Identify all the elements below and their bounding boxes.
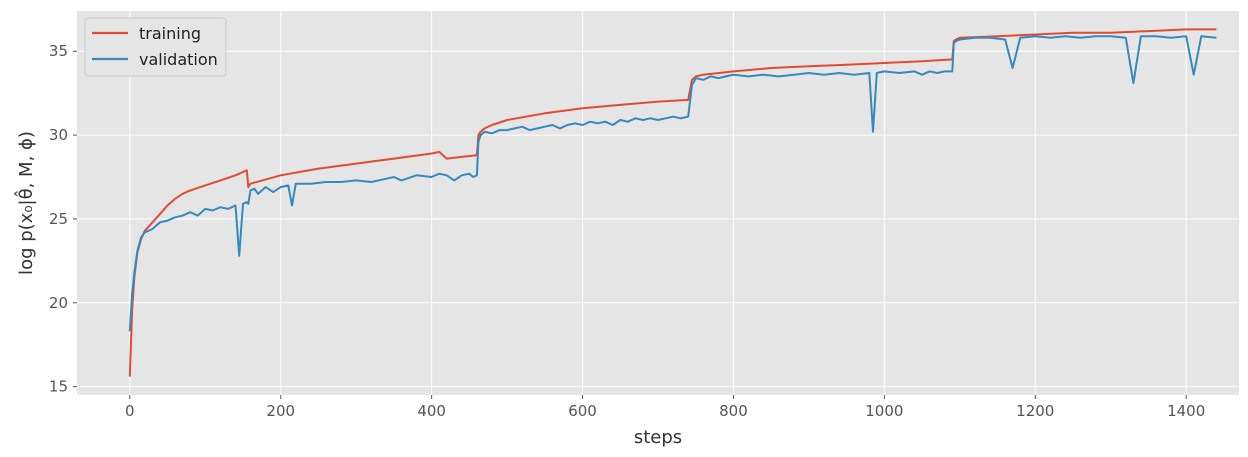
legend-label-training: training [139, 24, 201, 43]
plot-background [77, 11, 1239, 395]
y-axis-ticks: 15 20 25 30 35 [49, 42, 77, 396]
legend-label-validation: validation [139, 50, 218, 69]
x-tick-label: 600 [568, 402, 597, 420]
x-tick-label: 800 [719, 402, 748, 420]
x-tick-label: 400 [417, 402, 446, 420]
x-tick-label: 1000 [865, 402, 903, 420]
y-tick-label: 20 [49, 294, 68, 312]
x-tick-label: 200 [266, 402, 295, 420]
x-axis-ticks: 0 200 400 600 800 1000 1200 1400 [125, 395, 1205, 420]
y-tick-label: 35 [49, 42, 68, 60]
x-tick-label: 0 [125, 402, 135, 420]
series-line-validation [128, 35, 1217, 332]
x-tick-label: 1400 [1167, 402, 1205, 420]
legend: training validation [84, 17, 227, 77]
x-tick-label: 1200 [1016, 402, 1054, 420]
y-tick-label: 25 [49, 210, 68, 228]
grid [77, 11, 1239, 395]
y-tick-label: 30 [49, 126, 68, 144]
x-axis-label: steps [634, 427, 682, 448]
y-axis-label: log p(x₀|θ̂, M, ϕ) [14, 131, 37, 275]
y-tick-label: 15 [49, 378, 68, 396]
series-layer [128, 28, 1217, 377]
